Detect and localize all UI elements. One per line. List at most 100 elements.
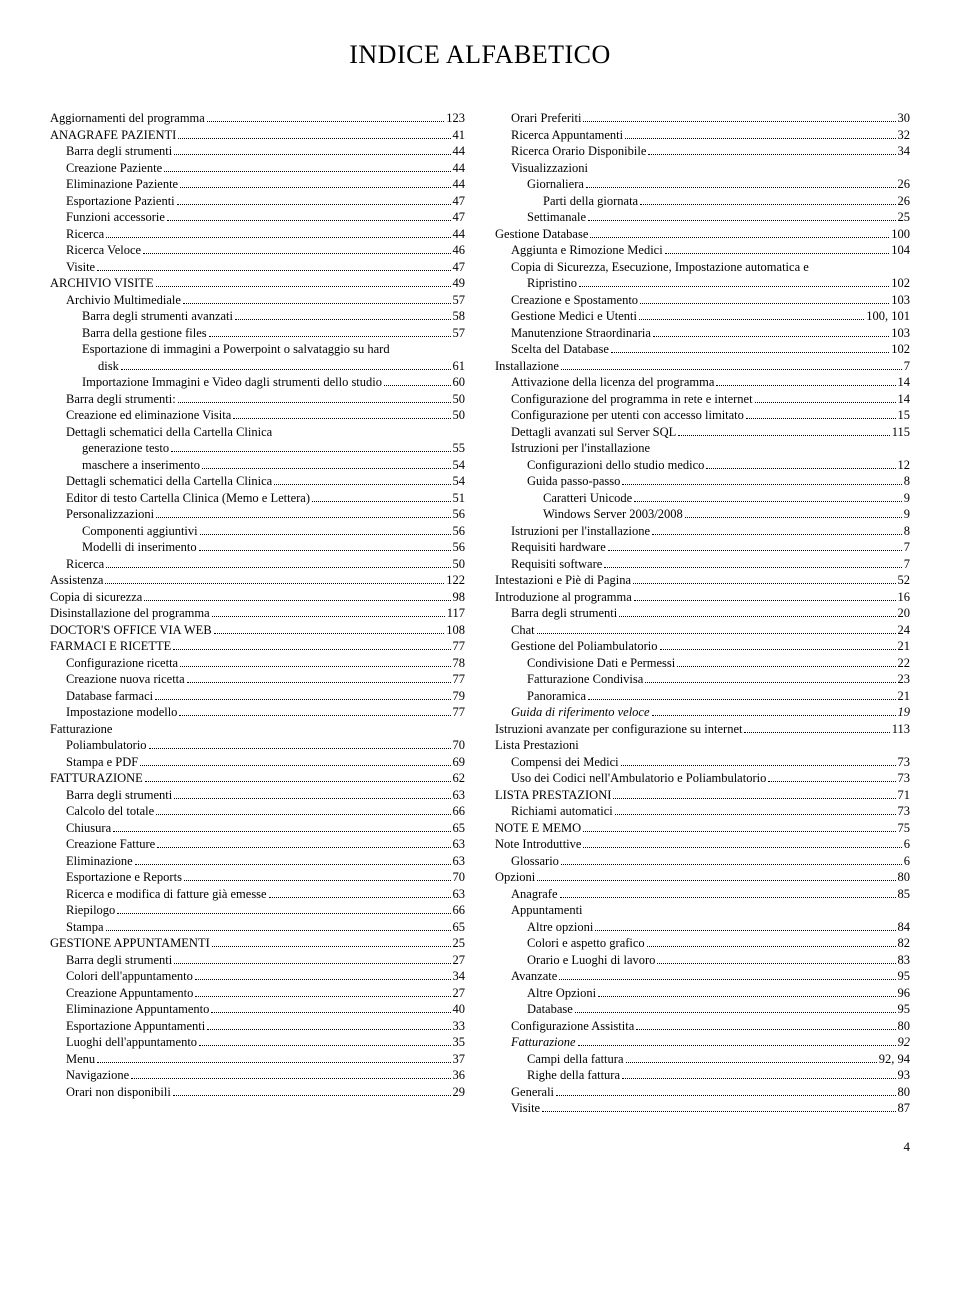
index-entry-page: 82 [898, 935, 911, 952]
index-entry-label: Opzioni [495, 869, 535, 886]
index-entry-label: Intestazioni e Piè di Pagina [495, 572, 631, 589]
index-entry: DOCTOR'S OFFICE VIA WEB108 [50, 622, 465, 639]
index-entry-page: 63 [453, 886, 466, 903]
leader-dots [768, 781, 895, 782]
index-entry-page: 103 [891, 325, 910, 342]
index-entry-page: 122 [446, 572, 465, 589]
index-entry: maschere a inserimento54 [50, 457, 465, 474]
index-entry-page: 77 [453, 671, 466, 688]
index-entry: Ripristino102 [495, 275, 910, 292]
index-entry-label: Colori dell'appuntamento [66, 968, 193, 985]
index-entry: Creazione nuova ricetta77 [50, 671, 465, 688]
leader-dots [207, 121, 444, 122]
index-entry-page: 73 [898, 770, 911, 787]
index-entry-label: Scelta del Database [511, 341, 609, 358]
leader-dots [200, 534, 451, 535]
index-entry-label: Fatturazione [511, 1034, 576, 1051]
leader-dots [269, 897, 451, 898]
leader-dots [212, 946, 451, 947]
index-entry-page: 8 [904, 473, 910, 490]
leader-dots [173, 1095, 451, 1096]
leader-dots [622, 1078, 895, 1079]
index-entry: Orario e Luoghi di lavoro83 [495, 952, 910, 969]
index-entry-page: 57 [453, 292, 466, 309]
index-entry-page: 58 [453, 308, 466, 325]
leader-dots [652, 715, 896, 716]
index-entry-label: Ricerca Orario Disponibile [511, 143, 646, 160]
index-entry-label: Creazione Fatture [66, 836, 155, 853]
leader-dots [653, 336, 889, 337]
index-entry-label: Fatturazione Condivisa [527, 671, 643, 688]
index-entry-label: Gestione Medici e Utenti [511, 308, 637, 325]
index-entry-label: Editor di testo Cartella Clinica (Memo e… [66, 490, 310, 507]
index-entry-page: 66 [453, 803, 466, 820]
index-entry-label: Importazione Immagini e Video dagli stru… [82, 374, 382, 391]
index-entry-label: Modelli di inserimento [82, 539, 197, 556]
index-entry-label: Archivio Multimediale [66, 292, 181, 309]
index-entry-label: ARCHIVIO VISITE [50, 275, 154, 292]
index-entry: Colori dell'appuntamento34 [50, 968, 465, 985]
leader-dots [195, 979, 451, 980]
index-entry-page: 8 [904, 523, 910, 540]
index-entry: Dettagli schematici della Cartella Clini… [50, 473, 465, 490]
index-entry-page: 41 [453, 127, 466, 144]
index-entry: Guida passo-passo 8 [495, 473, 910, 490]
index-entry-label: Panoramica [527, 688, 586, 705]
leader-dots [384, 385, 451, 386]
index-entry-label: Attivazione della licenza del programma [511, 374, 714, 391]
index-entry-label: Esportazione Appuntamenti [66, 1018, 205, 1035]
index-entry-page: 80 [898, 1084, 911, 1101]
leader-dots [174, 963, 450, 964]
leader-dots [233, 418, 450, 419]
leader-dots [106, 930, 451, 931]
index-entry-label: Esportazione Pazienti [66, 193, 175, 210]
index-entry-page: 77 [453, 638, 466, 655]
index-entry: Istruzioni per l'installazione [495, 440, 910, 457]
index-entry-page: 7 [904, 539, 910, 556]
index-entry: Gestione Medici e Utenti100, 101 [495, 308, 910, 325]
index-entry-label: Chat [511, 622, 535, 639]
index-entry-page: 7 [904, 556, 910, 573]
index-entry-page: 40 [453, 1001, 466, 1018]
index-entry-page: 50 [453, 391, 466, 408]
index-entry-page: 47 [453, 209, 466, 226]
index-entry-page: 26 [898, 176, 911, 193]
index-entry-page: 46 [453, 242, 466, 259]
leader-dots [199, 1045, 450, 1046]
index-entry: Database farmaci79 [50, 688, 465, 705]
index-entry-page: 63 [453, 836, 466, 853]
index-entry: Aggiornamenti del programma123 [50, 110, 465, 127]
leader-dots [157, 847, 450, 848]
index-entry-page: 47 [453, 259, 466, 276]
index-entry-page: 56 [453, 539, 466, 556]
index-entry-label: Aggiunta e Rimozione Medici [511, 242, 663, 259]
index-entry-label: Guida passo-passo [527, 473, 620, 490]
index-entry-page: 98 [453, 589, 466, 606]
index-entry-page: 71 [898, 787, 911, 804]
leader-dots [634, 501, 902, 502]
index-entry-page: 95 [898, 1001, 911, 1018]
leader-dots [660, 649, 896, 650]
index-entry: Creazione ed eliminazione Visita50 [50, 407, 465, 424]
index-entry: FARMACI E RICETTE77 [50, 638, 465, 655]
leader-dots [678, 435, 889, 436]
index-entry-page: 47 [453, 193, 466, 210]
leader-dots [640, 204, 895, 205]
page-title: INDICE ALFABETICO [50, 40, 910, 70]
index-entry: Righe della fattura93 [495, 1067, 910, 1084]
index-entry-label: Ricerca [66, 226, 104, 243]
leader-dots [561, 864, 902, 865]
index-entry: Esportazione e Reports70 [50, 869, 465, 886]
index-entry-label: Gestione del Poliambulatorio [511, 638, 658, 655]
index-entry-page: 63 [453, 853, 466, 870]
index-entry: Componenti aggiuntivi56 [50, 523, 465, 540]
leader-dots [156, 517, 450, 518]
index-entry: Gestione Database100 [495, 226, 910, 243]
index-entry-label: Configurazione Assistita [511, 1018, 634, 1035]
index-entry: Ricerca Orario Disponibile34 [495, 143, 910, 160]
index-entry-label: Istruzioni avanzate per configurazione s… [495, 721, 742, 738]
index-entry: Barra della gestione files57 [50, 325, 465, 342]
index-entry: Barra degli strumenti27 [50, 952, 465, 969]
index-entry: Stampa e PDF69 [50, 754, 465, 771]
leader-dots [195, 996, 450, 997]
